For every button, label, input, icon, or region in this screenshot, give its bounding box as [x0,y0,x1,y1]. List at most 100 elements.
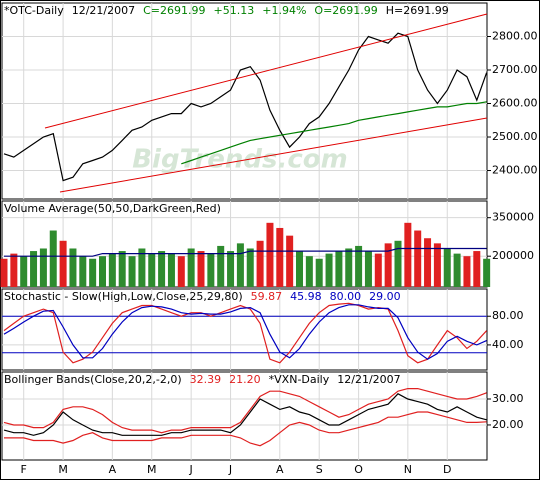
watermark: BigTrends.com [132,145,348,175]
volume-bar [158,251,166,287]
volume-bar [276,227,284,287]
y-tick-label: 40.00 [492,338,524,351]
channel-line [59,117,488,193]
header-text: Bollinger Bands(Close,20,2,-2,0) [4,373,182,386]
volume-bar [59,240,67,287]
volume-bar [108,253,116,287]
series-line [3,304,487,360]
x-tick-label: F [21,463,27,476]
volume-bar [364,251,372,287]
header-text: Volume Average(50,50,DarkGreen,Red) [4,202,221,215]
volume-bar [384,243,392,287]
header-text: *OTC-Daily [4,4,64,17]
volume-bar [404,222,412,287]
volume-bar [414,230,422,287]
volume-bar [0,258,8,287]
x-tick-label: J [228,463,232,476]
header-text: O=2691.99 [314,4,377,17]
y-tick-label: 2800.00 [492,30,538,43]
x-tick-label: O [354,463,363,476]
y-tick-label: 200000 [492,249,534,262]
volume-bar [463,256,471,287]
volume-bar [177,256,185,287]
volume-bar [167,253,175,287]
volume-bar [335,251,343,287]
x-tick-label: J [189,463,193,476]
volume-bar [443,248,451,287]
volume-bar [148,253,156,287]
volume-bar [49,230,57,287]
series-line [3,388,487,434]
volume-bar [99,256,106,287]
y-tick-label: 80.00 [492,309,524,322]
header-text: H=2691.99 [386,4,449,17]
x-tick-label: M [147,463,157,476]
volume-bar [79,256,87,287]
header-text: 32.39 [190,373,222,386]
volume-bar [305,256,313,287]
volume-bar [236,243,244,287]
x-tick-label: S [316,463,323,476]
volume-bar [325,253,333,287]
x-tick-label: D [443,463,451,476]
volume-bar [217,245,225,287]
volume-bar [30,251,38,287]
x-tick-label: A [276,463,284,476]
volume-bar [197,251,205,287]
header-text: *VXN-Daily [269,373,330,386]
header-text: 29.00 [369,290,401,303]
volume-bar [355,245,363,287]
header-text: Stochastic - Slow(High,Low,Close,25,29,8… [4,290,243,303]
header-text: 80.00 [330,290,362,303]
header-text: C=2691.99 [143,4,205,17]
x-tick-label: A [109,463,117,476]
header-text: +1.94% [262,4,306,17]
header-text: +51.13 [214,4,255,17]
volume-bar [473,251,481,287]
volume-bar [374,253,382,287]
volume-bar [286,235,294,287]
volume-bar [187,248,195,287]
y-tick-label: 30.00 [492,392,524,405]
series-line [181,101,487,165]
y-tick-label: 2500.00 [492,130,538,143]
volume-bar [256,240,264,287]
channel-line [44,13,488,129]
y-tick-label: 2700.00 [492,63,538,76]
volume-bar [39,248,47,287]
series-line [4,411,487,447]
volume-bar [69,248,77,287]
panel-header: *OTC-Daily 12/21/2007 C=2691.99 +51.13 +1.94… [4,4,449,17]
panel-header: Volume Average(50,50,DarkGreen,Red) [4,202,221,215]
volume-bar [296,251,303,287]
panel-header: Bollinger Bands(Close,20,2,-2,0) 32.39 21.… [4,373,401,386]
x-tick-label: M [58,463,68,476]
volume-bar [424,238,432,287]
header-text: 21.20 [229,373,261,386]
volume-bar [345,248,353,287]
volume-bar [118,251,126,287]
volume-bar [207,253,215,287]
panel-header: Stochastic - Slow(High,Low,Close,25,29,8… [4,290,401,303]
header-text: 45.98 [290,290,322,303]
y-tick-label: 2600.00 [492,97,538,110]
y-tick-label: 2400.00 [492,164,538,177]
series-line [3,393,487,436]
volume-bar [453,253,461,287]
volume-bar [138,248,146,287]
panel-frame [1,371,488,461]
volume-bar [227,251,235,287]
y-tick-label: 350000 [492,211,534,224]
volume-bar [433,243,441,287]
series-line [4,247,487,257]
volume-bar [20,256,28,287]
header-text: 12/21/2007 [337,373,400,386]
x-tick-label: N [404,463,412,476]
header-text: 12/21/2007 [72,4,135,17]
series-line [3,32,488,182]
volume-bar [483,258,491,287]
volume-bar [394,240,402,287]
header-text: 59.87 [251,290,283,303]
panel-frame [1,288,488,371]
